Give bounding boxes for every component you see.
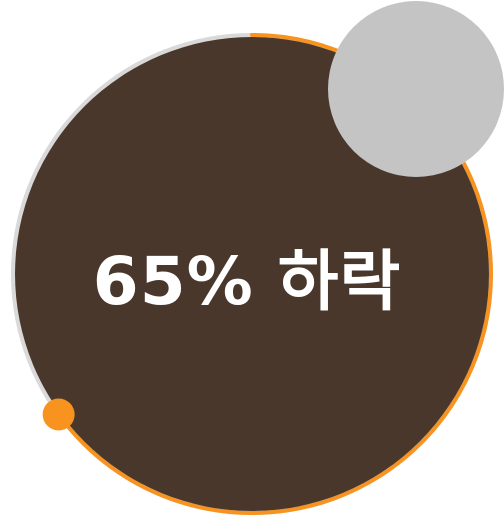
corner-circle [328, 1, 504, 177]
discount-label: 65% 하락 [92, 243, 402, 320]
progress-end-dot [42, 398, 75, 431]
